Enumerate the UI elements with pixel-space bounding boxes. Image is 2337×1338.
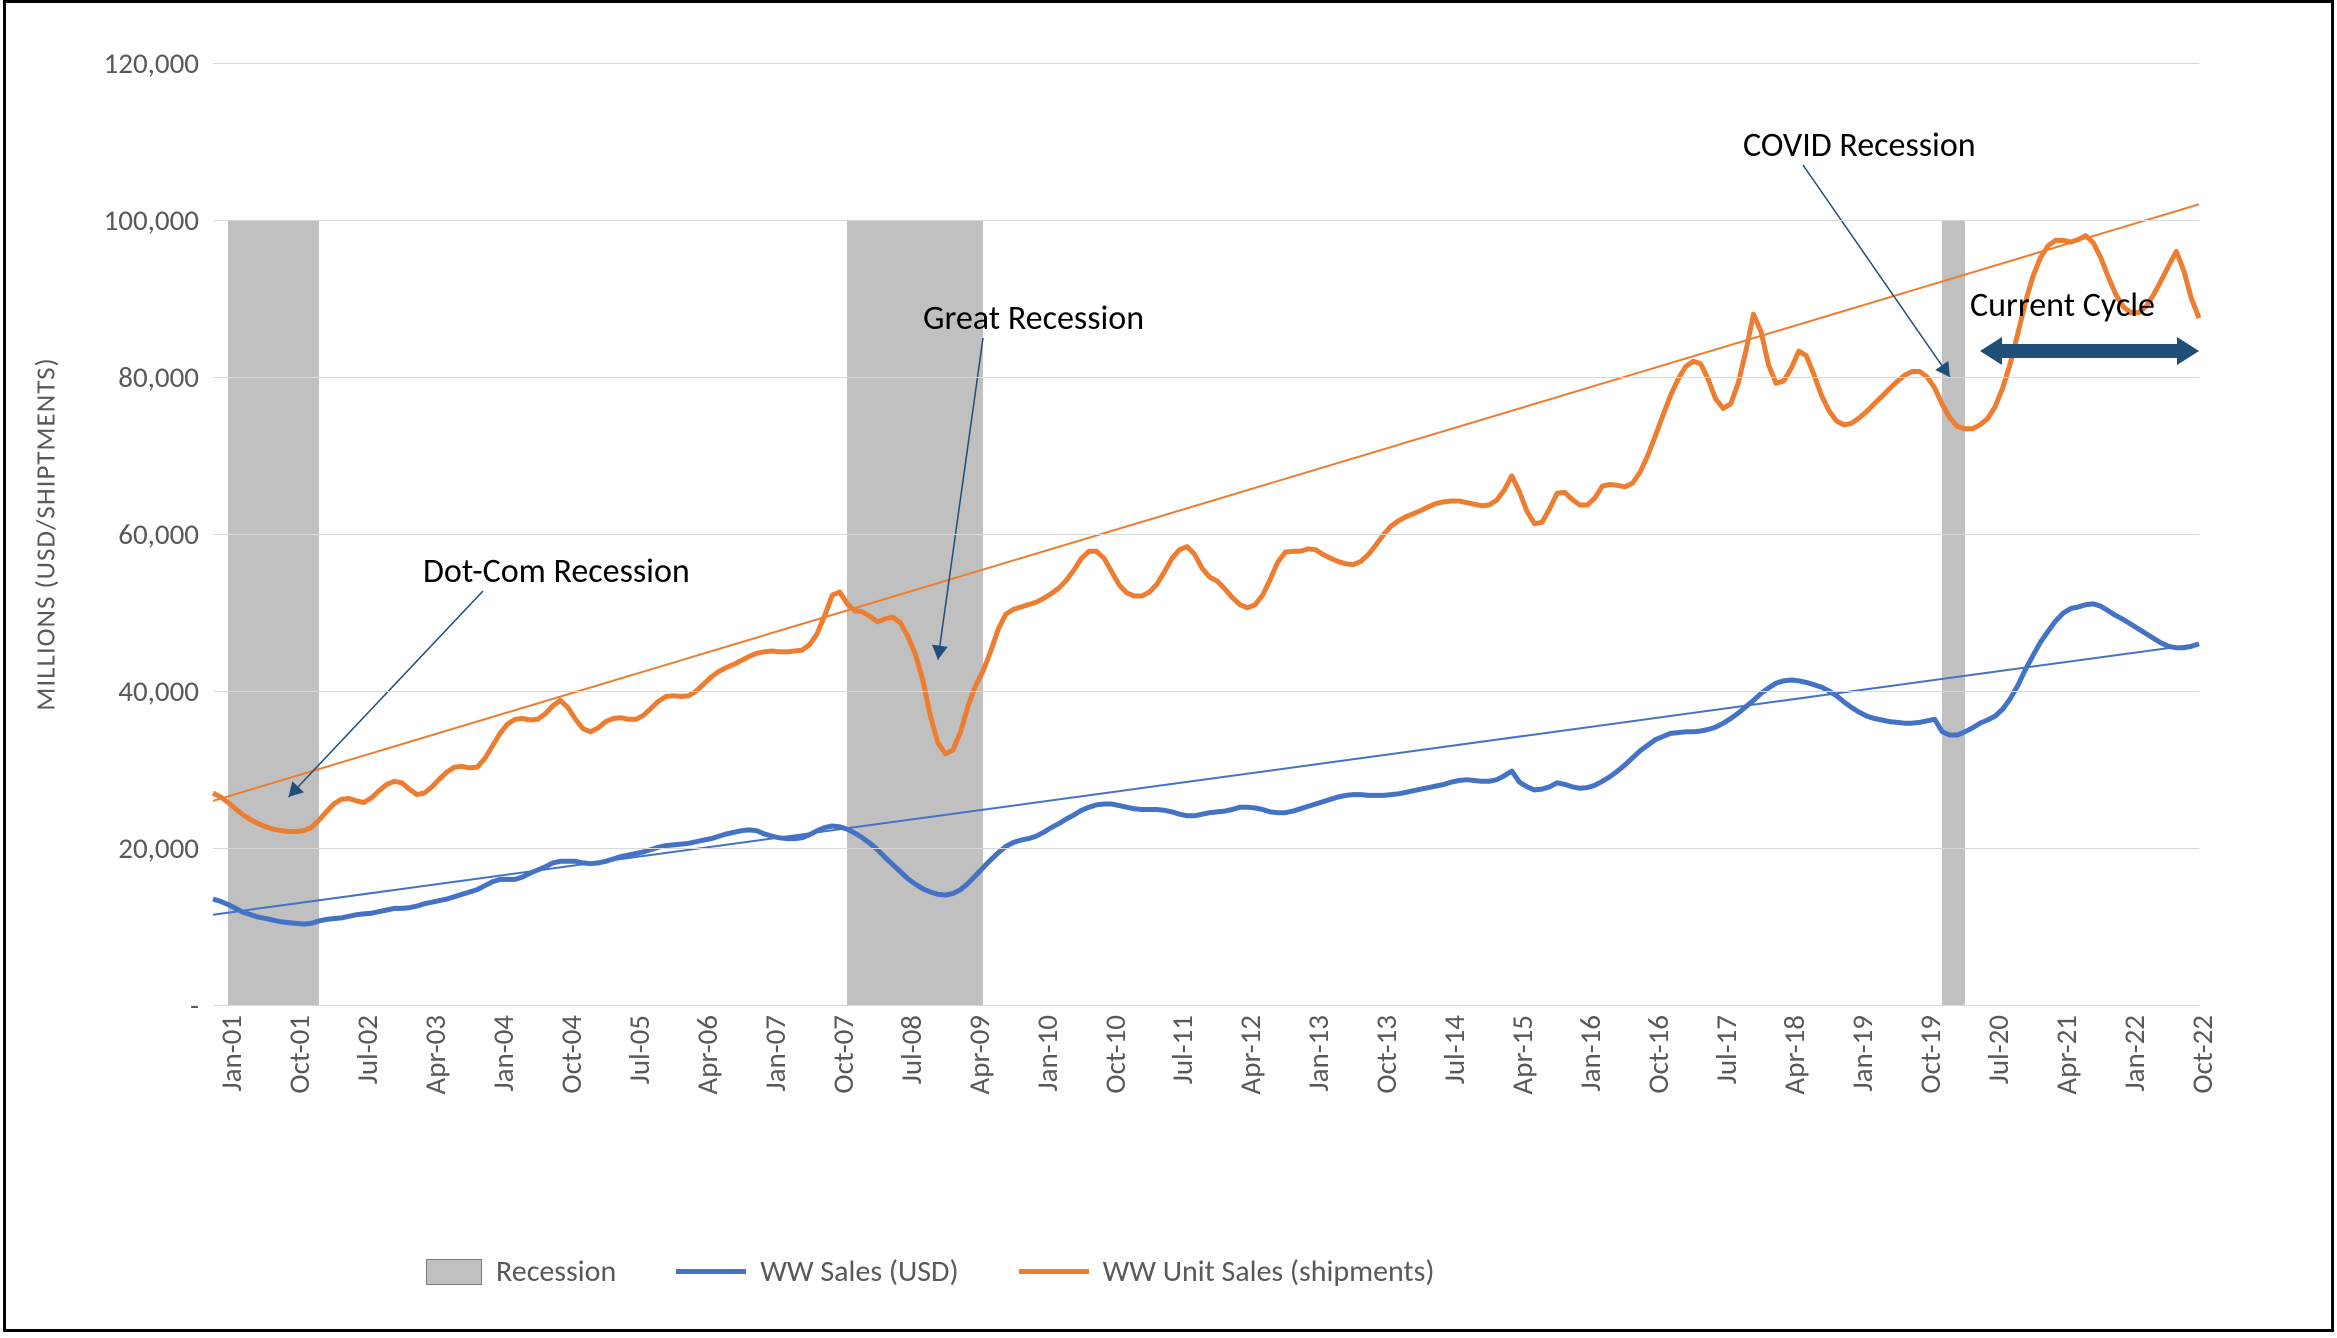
grid-line (213, 220, 2199, 221)
x-tick-label: Oct-22 (2184, 1015, 2220, 1094)
y-tick-label: - (190, 987, 199, 1023)
x-tick-label: Jul-08 (893, 1015, 929, 1084)
y-axis-title: MILLIONS (USD/SHIPTMENTS) (30, 357, 63, 711)
grid-line (213, 377, 2199, 378)
x-tick-label: Apr-12 (1232, 1015, 1268, 1095)
x-tick-label: Jan-22 (2116, 1015, 2152, 1092)
x-tick-label: Jul-17 (1708, 1015, 1744, 1084)
x-tick-label: Jul-20 (1980, 1015, 2016, 1084)
x-tick-label: Apr-03 (417, 1015, 453, 1095)
x-tick-label: Oct-13 (1368, 1015, 1404, 1094)
annotation-great-arrow (938, 338, 983, 660)
x-tick-label: Apr-21 (2048, 1015, 2084, 1095)
x-tick-label: Jul-02 (349, 1015, 385, 1084)
legend: Recession WW Sales (USD) WW Unit Sales (… (426, 1253, 1434, 1290)
grid-line (213, 848, 2199, 849)
chart-frame: - 20,000 40,000 60,000 80,000 100,000 120,000… (3, 0, 2334, 1332)
plot-area: - 20,00040,00060,00080,000100,000120,000… (213, 63, 2199, 1005)
grid-line (213, 534, 2199, 535)
legend-swatch-ww-units (1019, 1269, 1089, 1274)
trend-ww-sales (213, 644, 2199, 915)
legend-label-ww-sales: WW Sales (USD) (760, 1253, 958, 1290)
legend-swatch-ww-sales (676, 1269, 746, 1274)
legend-swatch-recession (426, 1259, 482, 1285)
grid-line (213, 691, 2199, 692)
x-tick-label: Oct-19 (1912, 1015, 1948, 1094)
x-tick-label: Jan-07 (757, 1015, 793, 1092)
current-cycle-arrow (2002, 344, 2177, 358)
annotation-current-cycle: Current Cycle (1970, 285, 2155, 326)
legend-label-ww-units: WW Unit Sales (shipments) (1103, 1253, 1435, 1290)
grid-line (213, 1005, 2199, 1006)
y-tick-label: 20,000 (118, 830, 199, 866)
x-tick-label: Oct-07 (825, 1015, 861, 1094)
x-tick-label: Jul-11 (1164, 1015, 1200, 1084)
legend-item-ww-sales: WW Sales (USD) (676, 1253, 958, 1290)
x-tick-label: Jan-04 (485, 1015, 521, 1092)
annotation-great: Great Recession (923, 298, 1144, 339)
trend-ww-units (213, 204, 2199, 801)
x-tick-label: Jan-16 (1572, 1015, 1608, 1092)
x-tick-label: Jan-13 (1300, 1015, 1336, 1092)
x-tick-label: Jan-19 (1844, 1015, 1880, 1092)
x-tick-label: Apr-18 (1776, 1015, 1812, 1095)
annotation-covid: COVID Recession (1743, 125, 1976, 166)
y-tick-label: 120,000 (104, 45, 199, 81)
x-tick-label: Jan-01 (213, 1015, 249, 1092)
annotation-covid-arrow (1803, 165, 1950, 377)
series-ww-sales (213, 604, 2199, 924)
x-tick-label: Jul-14 (1436, 1015, 1472, 1084)
x-tick-label: Apr-06 (689, 1015, 725, 1095)
x-tick-label: Jan-10 (1029, 1015, 1065, 1092)
y-tick-label: 40,000 (118, 673, 199, 709)
x-tick-label: Oct-10 (1097, 1015, 1133, 1094)
y-tick-label: 100,000 (104, 202, 199, 238)
x-tick-label: Oct-16 (1640, 1015, 1676, 1094)
legend-item-ww-units: WW Unit Sales (shipments) (1019, 1253, 1435, 1290)
grid-line (213, 63, 2199, 64)
x-tick-label: Apr-09 (961, 1015, 997, 1095)
y-tick-label: 60,000 (118, 516, 199, 552)
x-tick-label: Apr-15 (1504, 1015, 1540, 1095)
annotation-dotcom: Dot-Com Recession (423, 551, 690, 592)
x-tick-label: Oct-01 (281, 1015, 317, 1094)
y-tick-label: 80,000 (118, 359, 199, 395)
x-tick-label: Jul-05 (621, 1015, 657, 1084)
legend-item-recession: Recession (426, 1253, 616, 1290)
x-tick-label: Oct-04 (553, 1015, 589, 1094)
legend-label-recession: Recession (496, 1253, 616, 1290)
